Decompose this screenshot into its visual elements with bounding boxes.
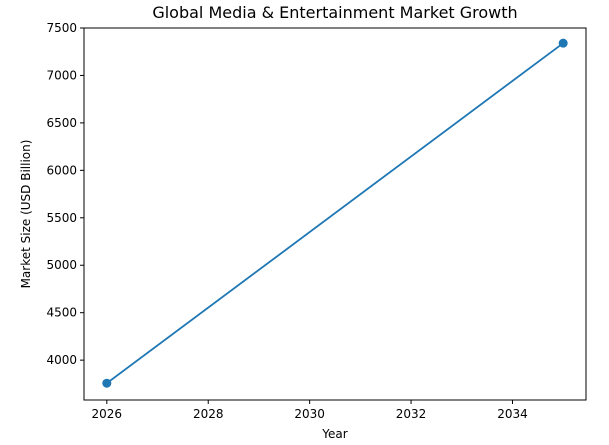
y-tick-label: 4500: [46, 306, 77, 320]
x-tick-label: 2028: [193, 407, 224, 421]
y-tick-label: 7000: [46, 68, 77, 82]
chart-title: Global Media & Entertainment Market Grow…: [152, 3, 518, 22]
x-axis-label: Year: [322, 427, 348, 441]
x-tick-label: 2030: [294, 407, 325, 421]
plot-frame: [83, 27, 587, 401]
y-tick-label: 5000: [46, 258, 77, 272]
y-tick-label: 7500: [46, 21, 77, 35]
x-tick-label: 2026: [92, 407, 123, 421]
x-tick-label: 2034: [497, 407, 528, 421]
y-tick-label: 6000: [46, 163, 77, 177]
y-tick-label: 6500: [46, 116, 77, 130]
data-line: [106, 42, 564, 384]
data-point-marker: [558, 38, 568, 48]
x-tick-label: 2032: [396, 407, 427, 421]
y-tick-label: 5500: [46, 211, 77, 225]
y-tick-label: 4000: [46, 353, 77, 367]
data-point-marker: [102, 378, 112, 388]
